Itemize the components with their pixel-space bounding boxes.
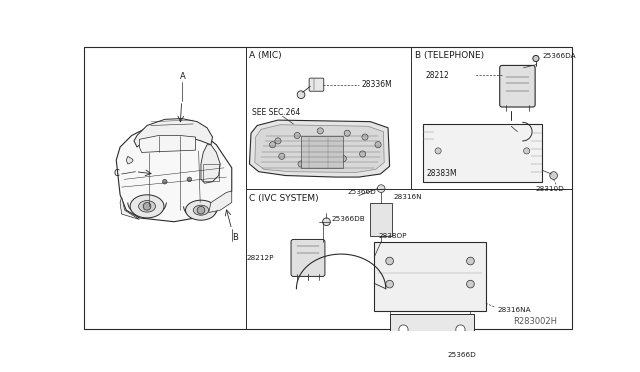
Bar	[371, 203, 392, 235]
Bar	[374, 242, 486, 311]
Ellipse shape	[139, 201, 156, 212]
FancyBboxPatch shape	[500, 65, 535, 107]
Text: 28310D: 28310D	[536, 186, 564, 192]
Text: 25366DB: 25366DB	[332, 216, 365, 222]
Text: C (IVC SYSTEM): C (IVC SYSTEM)	[250, 194, 319, 203]
Text: 2838OP: 2838OP	[378, 232, 406, 238]
Ellipse shape	[186, 200, 216, 220]
Polygon shape	[201, 145, 220, 183]
Circle shape	[294, 132, 300, 139]
Circle shape	[340, 155, 346, 162]
Circle shape	[143, 202, 151, 210]
Text: 28212: 28212	[426, 71, 450, 80]
Circle shape	[275, 138, 281, 144]
Polygon shape	[250, 120, 390, 177]
Polygon shape	[140, 135, 196, 153]
Ellipse shape	[193, 205, 209, 215]
Text: 28383M: 28383M	[427, 170, 457, 179]
Polygon shape	[209, 191, 232, 212]
Circle shape	[323, 218, 330, 225]
Circle shape	[467, 280, 474, 288]
Circle shape	[298, 161, 304, 167]
Text: 25366D: 25366D	[447, 352, 476, 358]
Polygon shape	[134, 119, 212, 147]
Circle shape	[524, 148, 530, 154]
Text: B (TELEPHONE): B (TELEPHONE)	[415, 51, 484, 60]
Text: A (MIC): A (MIC)	[250, 51, 282, 60]
Text: 25366DA: 25366DA	[542, 53, 576, 59]
Text: C: C	[114, 170, 120, 179]
Bar	[204, 164, 219, 181]
Circle shape	[360, 151, 365, 157]
Circle shape	[375, 142, 381, 148]
Circle shape	[533, 55, 539, 62]
Circle shape	[197, 206, 205, 214]
Bar	[390, 314, 474, 345]
Text: 28316NA: 28316NA	[497, 307, 531, 313]
Circle shape	[279, 153, 285, 159]
Text: B: B	[232, 232, 237, 242]
Circle shape	[362, 134, 368, 140]
Text: R283002H: R283002H	[513, 317, 557, 326]
Circle shape	[550, 172, 557, 179]
Bar	[422, 124, 542, 182]
Circle shape	[399, 325, 408, 334]
Circle shape	[317, 128, 323, 134]
Circle shape	[456, 325, 465, 334]
Circle shape	[344, 130, 350, 136]
FancyBboxPatch shape	[291, 240, 325, 276]
Text: 28212P: 28212P	[246, 255, 274, 261]
Text: 25366D: 25366D	[348, 189, 376, 195]
Ellipse shape	[130, 195, 164, 218]
Circle shape	[269, 142, 276, 148]
Circle shape	[187, 177, 192, 182]
Circle shape	[435, 148, 441, 154]
Polygon shape	[126, 156, 133, 164]
Text: A: A	[180, 73, 186, 81]
Polygon shape	[120, 197, 140, 219]
FancyBboxPatch shape	[309, 78, 324, 91]
Circle shape	[386, 257, 394, 265]
Circle shape	[386, 280, 394, 288]
Polygon shape	[255, 125, 384, 173]
Circle shape	[317, 157, 323, 163]
Circle shape	[163, 179, 167, 184]
Circle shape	[378, 185, 385, 192]
Polygon shape	[116, 125, 232, 222]
Text: SEE SEC.264: SEE SEC.264	[252, 108, 300, 117]
Text: 28316N: 28316N	[394, 194, 422, 200]
Circle shape	[297, 91, 305, 99]
Bar	[301, 135, 344, 168]
Text: 28336M: 28336M	[361, 80, 392, 89]
Circle shape	[467, 257, 474, 265]
